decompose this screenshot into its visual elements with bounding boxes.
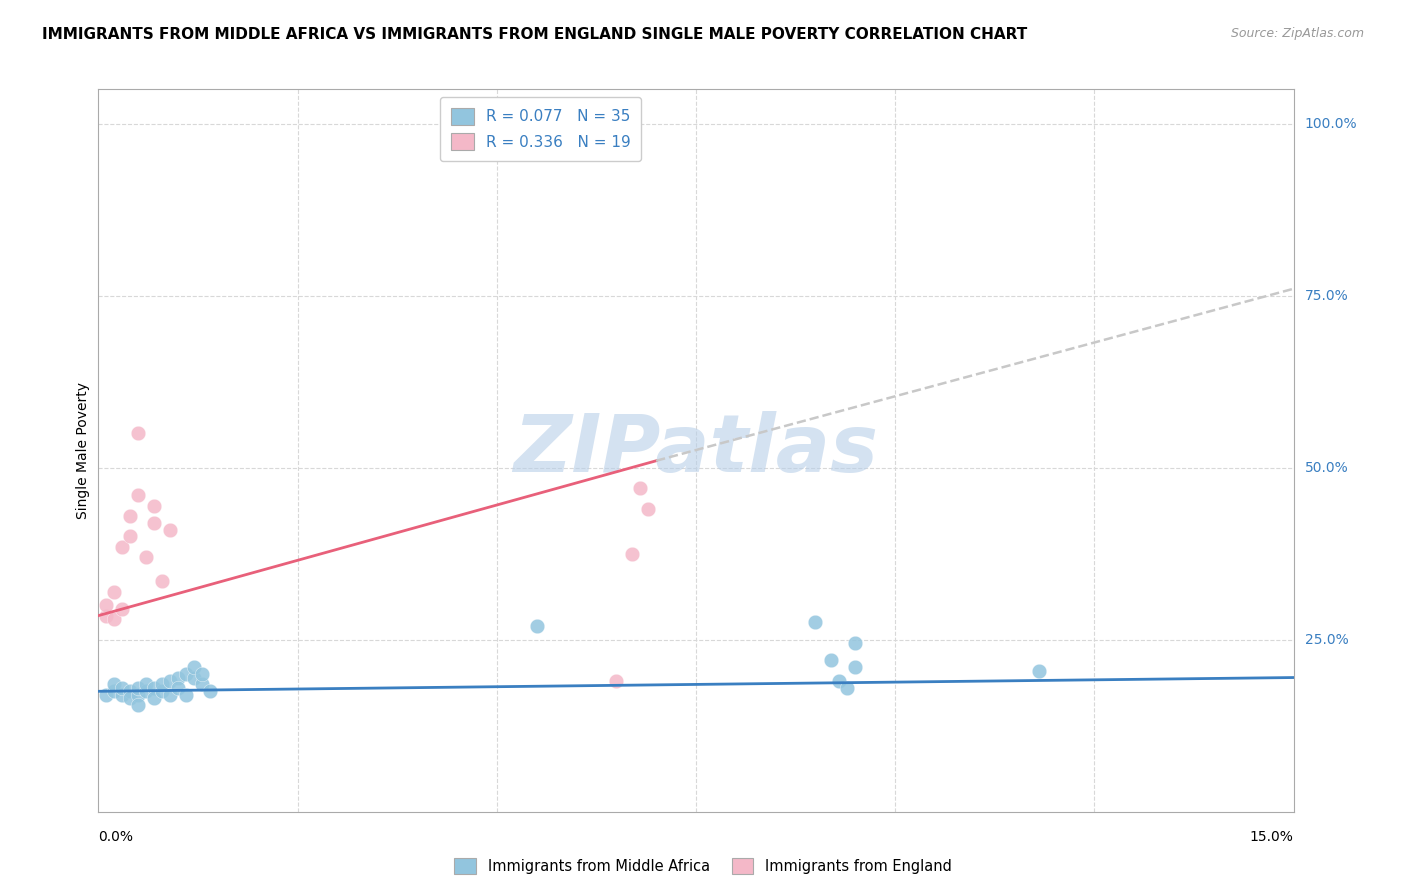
Point (143, 691, 166, 706)
Point (120, 684, 142, 698)
Point (120, 691, 142, 706)
Point (127, 426, 149, 441)
Point (837, 681, 859, 695)
Point (103, 684, 125, 698)
Text: 75.0%: 75.0% (1305, 289, 1348, 302)
Point (103, 612, 125, 626)
Legend: R = 0.077   N = 35, R = 0.336   N = 19: R = 0.077 N = 35, R = 0.336 N = 19 (440, 97, 641, 161)
Y-axis label: Single Male Poverty: Single Male Poverty (76, 382, 90, 519)
Point (804, 615, 827, 630)
Point (191, 667, 214, 681)
Point (167, 671, 190, 685)
Point (96, 608, 118, 623)
Text: 100.0%: 100.0% (1305, 117, 1357, 130)
Point (127, 688, 149, 702)
Point (103, 677, 125, 691)
Point (150, 684, 173, 698)
Point (167, 681, 190, 695)
Point (637, 502, 659, 516)
Point (127, 681, 149, 695)
Point (111, 601, 134, 615)
Point (605, 673, 627, 688)
Point (183, 671, 205, 685)
Text: 50.0%: 50.0% (1305, 460, 1348, 475)
Point (628, 481, 651, 495)
Point (820, 653, 842, 667)
Point (174, 667, 197, 681)
Point (135, 550, 157, 565)
Point (143, 681, 166, 695)
Point (844, 660, 866, 674)
Point (127, 488, 149, 502)
Point (135, 684, 157, 698)
Point (120, 508, 142, 523)
Point (143, 499, 166, 513)
Point (198, 684, 221, 698)
Point (828, 673, 851, 688)
Point (96, 688, 118, 702)
Legend: Immigrants from Middle Africa, Immigrants from England: Immigrants from Middle Africa, Immigrant… (449, 852, 957, 880)
Text: IMMIGRANTS FROM MIDDLE AFRICA VS IMMIGRANTS FROM ENGLAND SINGLE MALE POVERTY COR: IMMIGRANTS FROM MIDDLE AFRICA VS IMMIGRA… (42, 27, 1028, 42)
Point (150, 574, 173, 589)
Point (844, 636, 866, 650)
Point (174, 688, 197, 702)
Point (127, 698, 149, 712)
Text: Source: ZipAtlas.com: Source: ZipAtlas.com (1230, 27, 1364, 40)
Point (143, 516, 166, 530)
Point (103, 584, 125, 599)
Text: ZIPatlas: ZIPatlas (513, 411, 879, 490)
Point (111, 681, 134, 695)
Point (96, 599, 118, 613)
Point (1028, 664, 1050, 678)
Point (159, 673, 181, 688)
Point (135, 677, 157, 691)
Point (191, 677, 214, 691)
Point (621, 547, 644, 561)
Point (150, 677, 173, 691)
Point (183, 660, 205, 674)
Text: 15.0%: 15.0% (1250, 830, 1294, 844)
Text: 0.0%: 0.0% (98, 830, 134, 844)
Point (120, 529, 142, 543)
Point (111, 540, 134, 554)
Text: 25.0%: 25.0% (1305, 632, 1348, 647)
Point (159, 523, 181, 537)
Point (111, 688, 134, 702)
Point (526, 619, 548, 633)
Point (159, 688, 181, 702)
